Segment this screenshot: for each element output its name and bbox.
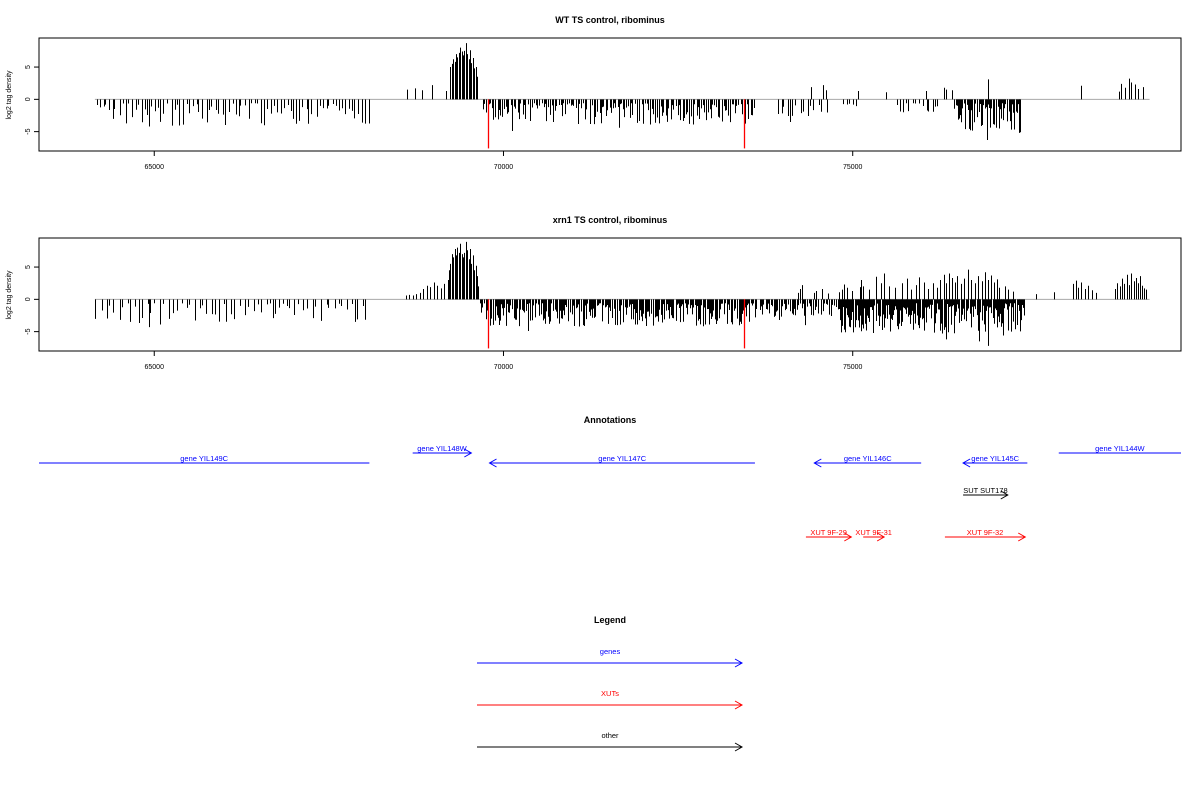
legend-label: XUTs (601, 689, 619, 698)
xrn1-bars (95, 241, 1147, 349)
wt-plot-frame (38, 37, 1182, 152)
wt-y-axis-label: log2 tag density (6, 70, 13, 120)
annotations-track: Annotations gene YIL149C gene YIL148W gene… (39, 415, 1181, 542)
gene-feature-arrowhead (488, 458, 497, 468)
other-feature: SUT SUT178 (963, 486, 1009, 500)
x-tick-label: 75000 (843, 164, 863, 171)
other-feature-label: SUT SUT178 (963, 486, 1007, 495)
legend-label: other (601, 731, 619, 740)
gene-feature-arrowhead (464, 448, 473, 458)
x-tick-label: 65000 (145, 164, 165, 171)
xut-feature-arrowhead (876, 532, 886, 542)
xrn1-panel-title: xrn1 TS control, ribominus (553, 215, 668, 225)
wt-axes: -5 0 5 65000 70000 75000 (25, 65, 1150, 171)
x-tick-label: 70000 (494, 164, 514, 171)
legend-item: XUTs (477, 689, 744, 710)
xrn1-coverage-panel: xrn1 TS control, ribominus log2 tag dens… (6, 215, 1182, 371)
xut-feature: XUT 9F-29 (805, 528, 853, 542)
x-tick-label: 70000 (494, 364, 514, 371)
xrn1-plot-frame (38, 237, 1182, 352)
gene-feature: gene YIL148W (412, 444, 473, 458)
legend-item: genes (477, 647, 744, 668)
x-tick-label: 65000 (145, 364, 165, 371)
xut-feature-label: XUT 9F-31 (855, 528, 892, 537)
wt-coverage-panel: WT TS control, ribominus log2 tag densit… (6, 15, 1182, 171)
annotations-title: Annotations (584, 415, 637, 425)
gene-feature-arrowhead (962, 458, 971, 468)
gene-feature-label: gene YIL146C (844, 454, 892, 463)
gene-feature: gene YIL145C (962, 454, 1028, 468)
gene-feature: gene YIL144W (1058, 444, 1181, 454)
legend-arrowhead (734, 700, 744, 710)
y-tick-label: 0 (25, 297, 32, 301)
xut-feature-arrowhead (1017, 532, 1027, 542)
y-tick-label: 5 (25, 265, 32, 269)
gene-feature: gene YIL146C (813, 454, 922, 468)
legend: Legend genes XUTs other (477, 615, 744, 752)
y-tick-label: -5 (25, 128, 32, 134)
wt-panel-title: WT TS control, ribominus (555, 15, 665, 25)
gene-feature-label: gene YIL148W (417, 444, 467, 453)
y-tick-label: 5 (25, 65, 32, 69)
xrn1-y-axis-label: log2 tag density (6, 270, 13, 320)
xut-feature-label: XUT 9F-29 (810, 528, 847, 537)
wt-bars (97, 43, 1144, 149)
x-tick-label: 75000 (843, 364, 863, 371)
gene-feature-label: gene YIL149C (180, 454, 228, 463)
gene-feature-arrowhead (813, 458, 822, 468)
legend-item: other (477, 731, 744, 752)
gene-feature-label: gene YIL147C (598, 454, 646, 463)
xrn1-axes: -5 0 5 65000 70000 75000 (25, 265, 1150, 371)
gene-feature-label: gene YIL145C (971, 454, 1019, 463)
xut-feature-label: XUT 9F-32 (967, 528, 1004, 537)
gene-feature: gene YIL147C (488, 454, 755, 468)
other-feature-arrowhead (1000, 490, 1009, 500)
y-tick-label: 0 (25, 97, 32, 101)
legend-arrowhead (734, 742, 744, 752)
gene-feature: gene YIL149C (39, 454, 370, 464)
legend-label: genes (600, 647, 621, 656)
xut-feature-arrowhead (844, 532, 853, 542)
xut-feature: XUT 9F-31 (855, 528, 892, 542)
y-tick-label: -5 (25, 328, 32, 334)
gene-feature-label: gene YIL144W (1095, 444, 1145, 453)
legend-title: Legend (594, 615, 626, 625)
xut-feature: XUT 9F-32 (944, 528, 1027, 542)
legend-arrowhead (734, 658, 744, 668)
